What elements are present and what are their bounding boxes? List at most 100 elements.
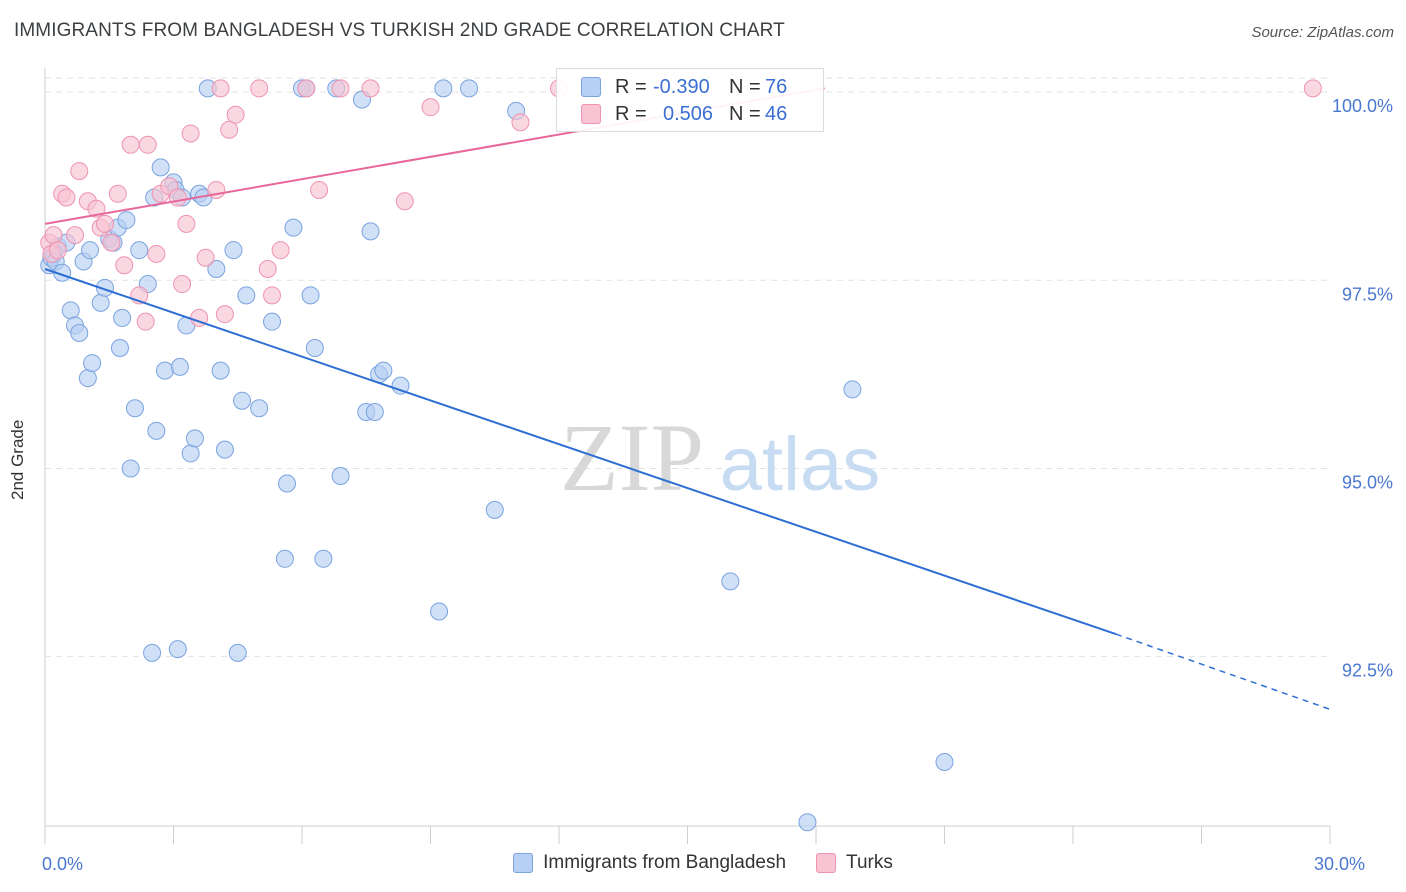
n-label: N = [729,102,761,125]
watermark: ZIP atlas [560,404,880,511]
legend-item-turks[interactable]: Turks [816,852,893,874]
n-value: 76 [765,75,788,98]
point-bangladesh [314,549,333,568]
point-bangladesh [130,241,149,260]
point-bangladesh [430,602,449,621]
point-turks [70,162,89,181]
point-turks [138,135,157,154]
point-turks [48,241,67,260]
point-turks [258,259,277,278]
point-turks [511,113,530,132]
legend-swatch-pink [816,853,837,873]
stats-row-bangladesh: R = -0.390 N = 76 [581,75,787,99]
y-tick-label: 92.5% [1342,661,1393,681]
point-turks [215,305,234,324]
legend-label: Immigrants from Bangladesh [543,852,787,873]
stats-row-turks: R = 0.506 N = 46 [581,102,787,126]
point-turks [421,98,440,117]
point-bangladesh [935,753,954,772]
point-turks [147,244,166,263]
point-turks [331,79,350,98]
y-tick-label: 95.0% [1342,472,1393,492]
point-bangladesh [207,259,226,278]
point-bangladesh [78,369,97,388]
point-turks [181,124,200,143]
point-turks [196,248,215,267]
point-bangladesh [365,403,384,422]
point-bangladesh [361,222,380,241]
point-turks [263,286,282,305]
tick-labels: 100.0% 97.5% 95.0% 92.5% 0.0% 30.0% [42,96,1393,874]
point-turks [95,214,114,233]
chart-title: IMMIGRANTS FROM BANGLADESH VS TURKISH 2N… [14,20,785,41]
point-bangladesh [61,301,80,320]
legend-item-bangladesh[interactable]: Immigrants from Bangladesh [513,852,786,874]
grid-lines [45,77,1330,658]
point-bangladesh [170,357,189,376]
point-bangladesh [113,308,132,327]
point-turks [177,214,196,233]
point-bangladesh [147,421,166,440]
point-bangladesh [181,444,200,463]
x-tick-label: 30.0% [1314,854,1365,874]
r-label: R = [615,102,647,125]
point-bangladesh [284,218,303,237]
r-label: R = [615,75,647,98]
point-turks [395,192,414,211]
watermark-atlas: atlas [720,422,881,507]
point-turks [361,79,380,98]
point-turks [136,312,155,331]
data-points [40,79,1322,832]
point-bangladesh [211,361,230,380]
point-bangladesh [275,549,294,568]
point-bangladesh [305,339,324,358]
watermark-zip: ZIP [560,404,704,511]
x-tick-label: 0.0% [42,854,83,874]
point-turks [310,180,329,199]
point-bangladesh [228,643,247,662]
point-bangladesh [485,500,504,519]
point-turks [87,199,106,218]
point-bangladesh [434,79,453,98]
r-value: 0.506 [663,102,714,125]
chart-source: Source: ZipAtlas.com [1251,24,1394,41]
point-bangladesh [331,466,350,485]
trend-extension-bangladesh [1115,633,1331,711]
point-bangladesh [237,286,256,305]
point-bangladesh [70,323,89,342]
point-turks [121,135,140,154]
point-turks [115,256,134,275]
point-turks [102,233,121,252]
point-turks [65,226,84,245]
point-bangladesh [250,399,269,418]
point-bangladesh [83,354,102,373]
point-bangladesh [224,241,243,260]
r-value: -0.390 [653,75,710,98]
point-bangladesh [215,440,234,459]
point-bangladesh [721,572,740,591]
point-bangladesh [460,79,479,98]
point-turks [220,120,239,139]
axes [44,68,1331,844]
point-bangladesh [233,391,252,410]
point-bangladesh [125,399,144,418]
point-bangladesh [168,640,187,659]
point-turks [211,79,230,98]
point-bangladesh [151,158,170,177]
legend: Immigrants from Bangladesh Turks [0,852,1406,874]
point-turks [271,241,290,260]
point-turks [226,105,245,124]
point-bangladesh [843,380,862,399]
point-bangladesh [278,474,297,493]
point-turks [108,184,127,203]
point-turks [168,188,187,207]
point-turks [1303,79,1322,98]
point-bangladesh [143,643,162,662]
point-turks [297,79,316,98]
point-bangladesh [91,293,110,312]
y-tick-label: 97.5% [1342,284,1393,304]
trend-line-bangladesh [44,268,1117,636]
point-bangladesh [80,241,99,260]
point-bangladesh [110,339,129,358]
